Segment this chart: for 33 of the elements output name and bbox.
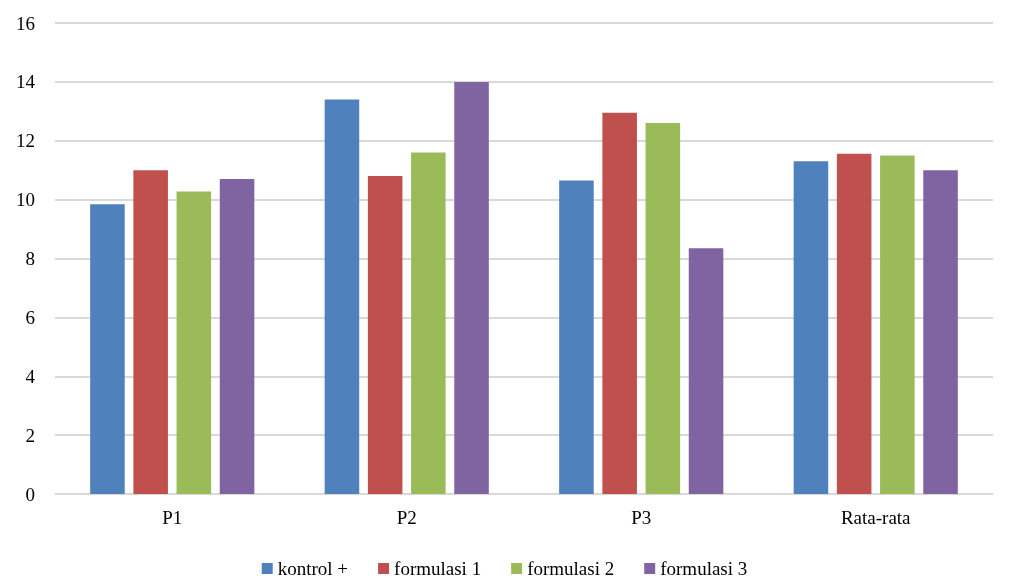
bar — [176, 191, 212, 494]
y-tick-label: 12 — [16, 130, 35, 152]
x-tick-label: P2 — [396, 507, 417, 528]
legend-label: kontrol + — [277, 558, 349, 579]
x-tick-label: P3 — [631, 507, 652, 528]
x-tick-label: P1 — [162, 507, 183, 528]
y-tick-label: 8 — [25, 248, 35, 269]
y-tick-label: 6 — [25, 306, 35, 328]
legend-label: formulasi 1 — [394, 558, 482, 579]
bar — [324, 99, 360, 494]
bar — [836, 153, 872, 494]
bar — [454, 81, 489, 494]
legend-label: formulasi 2 — [527, 558, 615, 579]
bar — [793, 161, 829, 494]
legend-label: formulasi 3 — [660, 558, 748, 579]
x-tick-label: Rata-rata — [840, 507, 912, 528]
y-tick-label: 0 — [25, 483, 35, 505]
bar — [602, 112, 637, 494]
y-tick-label: 14 — [16, 71, 36, 93]
y-tick-label: 16 — [16, 12, 35, 34]
bar — [90, 204, 125, 494]
bar — [880, 155, 915, 494]
bar — [688, 248, 724, 494]
bar — [923, 170, 958, 494]
bar — [411, 152, 446, 494]
bar — [133, 170, 168, 494]
y-tick-label: 10 — [16, 189, 35, 211]
bar — [645, 123, 681, 494]
bar — [559, 180, 594, 494]
y-tick-label: 4 — [25, 365, 36, 387]
bar — [367, 176, 403, 494]
y-tick-label: 2 — [25, 424, 35, 446]
bar — [219, 179, 255, 494]
